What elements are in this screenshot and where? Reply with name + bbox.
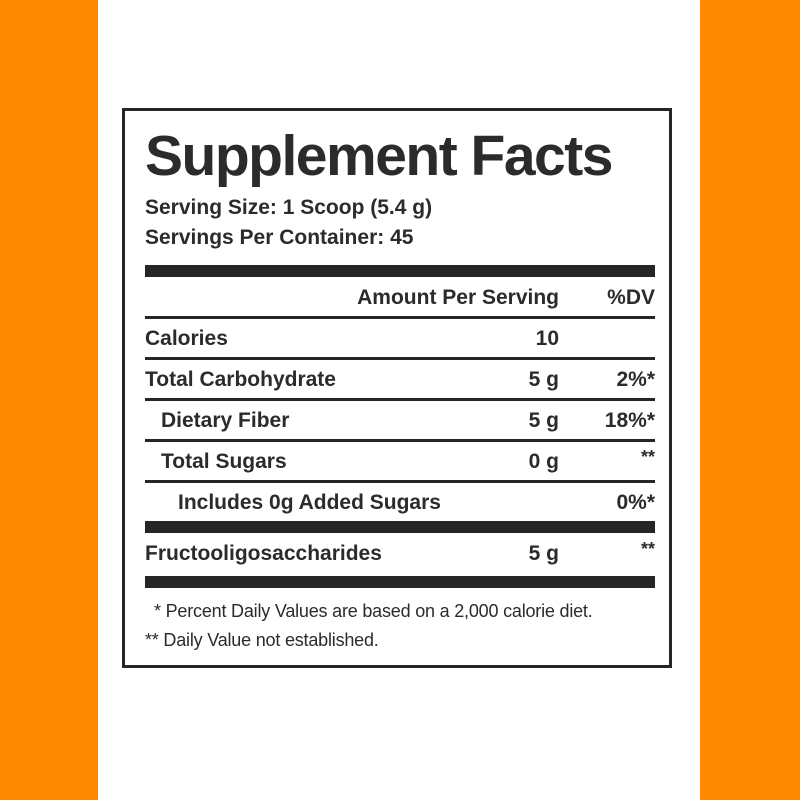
supplement-facts-panel: Supplement Facts Serving Size: 1 Scoop (…	[122, 108, 672, 668]
nutrient-name: Includes 0g Added Sugars	[178, 490, 441, 514]
table-row-fructooligosaccharides: Fructooligosaccharides 5 g **	[145, 533, 655, 576]
nutrient-amount: 10	[535, 326, 559, 350]
servings-per-container-text: Servings Per Container: 45	[145, 225, 414, 249]
nutrient-amount: 5 g	[528, 367, 559, 391]
panel-title: Supplement Facts	[145, 124, 613, 188]
table-header-row: Amount Per Serving %DV	[145, 277, 655, 319]
footnote-not-established: ** Daily Value not established.	[145, 629, 379, 650]
footnote-daily-values: * Percent Daily Values are based on a 2,…	[154, 600, 593, 621]
nutrient-name: Total Sugars	[161, 449, 287, 473]
nutrient-dv: 18%*	[604, 408, 655, 432]
left-accent-bar	[0, 0, 98, 800]
dv-header: %DV	[607, 285, 655, 309]
serving-size-text: Serving Size: 1 Scoop (5.4 g)	[145, 195, 433, 219]
footnotes: * Percent Daily Values are based on a 2,…	[145, 597, 655, 655]
nutrient-name: Fructooligosaccharides	[145, 541, 382, 565]
table-row-added-sugars: Includes 0g Added Sugars 0%*	[145, 483, 655, 521]
nutrient-dv: 0%*	[616, 490, 655, 514]
nutrient-dv: **	[640, 538, 655, 559]
nutrient-amount: 5 g	[528, 408, 559, 432]
table-row-calories: Calories 10	[145, 319, 655, 360]
right-accent-bar	[700, 0, 800, 800]
section-divider-top	[145, 264, 655, 277]
table-row-total-carbohydrate: Total Carbohydrate 5 g 2%*	[145, 360, 655, 401]
section-divider-middle	[145, 520, 655, 533]
nutrient-name: Total Carbohydrate	[145, 367, 336, 391]
nutrient-dv: **	[640, 446, 655, 467]
amount-per-serving-header: Amount Per Serving	[357, 285, 559, 309]
nutrient-name: Dietary Fiber	[161, 408, 290, 432]
nutrient-amount: 5 g	[528, 541, 559, 565]
table-row-dietary-fiber: Dietary Fiber 5 g 18%*	[145, 401, 655, 442]
nutrient-name: Calories	[145, 326, 228, 350]
nutrient-dv: 2%*	[616, 367, 655, 391]
nutrient-amount: 0 g	[528, 449, 559, 473]
section-divider-bottom	[145, 575, 655, 588]
table-row-total-sugars: Total Sugars 0 g **	[145, 442, 655, 483]
